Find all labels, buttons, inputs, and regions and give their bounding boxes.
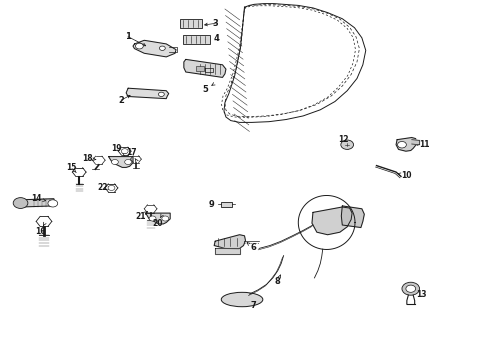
Bar <box>180 19 202 28</box>
Text: 12: 12 <box>337 135 348 144</box>
Text: 6: 6 <box>250 243 256 252</box>
Polygon shape <box>215 248 239 254</box>
Text: 14: 14 <box>31 194 42 203</box>
Polygon shape <box>214 235 245 249</box>
Text: 16: 16 <box>35 227 45 236</box>
Text: 5: 5 <box>202 85 208 94</box>
Polygon shape <box>108 157 133 167</box>
Circle shape <box>111 159 118 165</box>
Polygon shape <box>341 206 364 228</box>
Circle shape <box>108 185 115 190</box>
Circle shape <box>158 92 164 96</box>
Text: 22: 22 <box>97 183 108 192</box>
Circle shape <box>159 46 165 50</box>
Polygon shape <box>183 59 225 77</box>
Polygon shape <box>395 138 416 151</box>
Circle shape <box>124 159 131 165</box>
Ellipse shape <box>221 292 263 307</box>
Text: 17: 17 <box>125 148 136 157</box>
Polygon shape <box>133 40 176 57</box>
Circle shape <box>48 200 58 207</box>
Text: 8: 8 <box>274 277 280 286</box>
Text: 18: 18 <box>81 154 92 163</box>
Text: 7: 7 <box>250 301 256 310</box>
Text: 2: 2 <box>118 96 124 105</box>
Circle shape <box>149 216 156 221</box>
Circle shape <box>401 282 419 295</box>
Polygon shape <box>311 207 351 235</box>
Text: 4: 4 <box>213 35 219 44</box>
Circle shape <box>121 149 128 154</box>
Polygon shape <box>19 199 55 207</box>
Polygon shape <box>145 213 170 224</box>
Text: 15: 15 <box>65 163 76 172</box>
Text: 3: 3 <box>212 19 218 28</box>
Circle shape <box>135 43 143 49</box>
Text: 13: 13 <box>415 290 426 299</box>
Polygon shape <box>126 88 168 99</box>
Circle shape <box>162 216 168 221</box>
Text: 19: 19 <box>111 144 122 153</box>
Text: 1: 1 <box>125 32 131 41</box>
Text: 21: 21 <box>135 212 146 220</box>
Circle shape <box>13 198 28 208</box>
Text: 20: 20 <box>152 219 163 228</box>
Circle shape <box>397 141 406 148</box>
Text: 11: 11 <box>418 140 429 149</box>
Text: 10: 10 <box>401 171 411 180</box>
Bar <box>221 202 231 207</box>
Bar <box>195 66 204 71</box>
Circle shape <box>340 140 353 149</box>
Text: 9: 9 <box>208 200 214 209</box>
Polygon shape <box>411 140 419 145</box>
Bar <box>183 35 210 44</box>
Circle shape <box>405 285 415 292</box>
